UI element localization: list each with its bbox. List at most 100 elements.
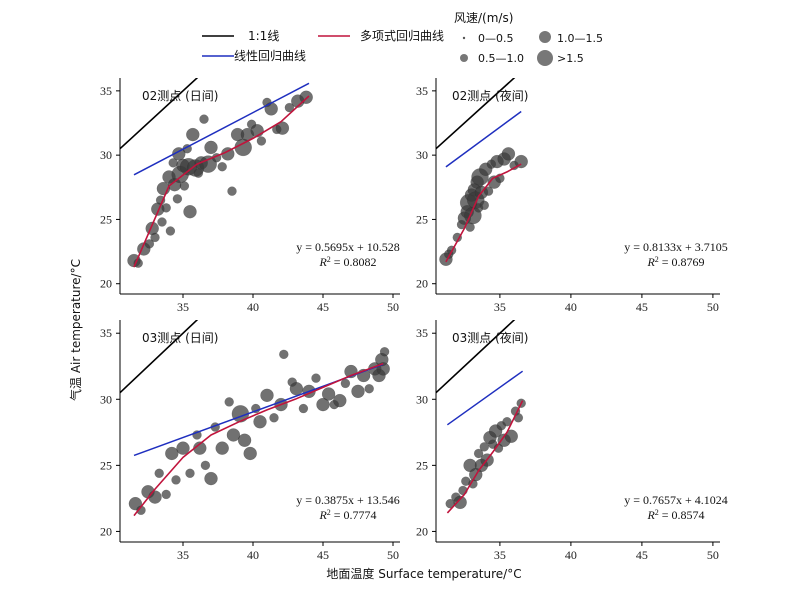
r-squared: R2 = 0.7774 [318, 508, 376, 523]
regression-equation: y = 0.3875x + 13.546 [296, 493, 400, 507]
regression-equation: y = 0.8133x + 3.7105 [624, 240, 728, 254]
y-tick-label: 20 [100, 277, 112, 291]
data-point [186, 127, 200, 142]
y-tick-label: 35 [416, 326, 428, 340]
data-point [199, 155, 217, 173]
data-point [157, 217, 167, 227]
x-tick-label: 35 [494, 300, 506, 314]
data-point [199, 114, 209, 124]
data-point [379, 346, 390, 357]
regression-equation: y = 0.5695x + 10.528 [296, 240, 400, 254]
y-tick-label: 35 [100, 84, 112, 98]
data-point [200, 460, 211, 471]
poly-fit-curve [133, 362, 384, 517]
x-tick-label: 45 [636, 548, 648, 562]
data-point [161, 489, 171, 500]
data-point [176, 441, 190, 455]
y-tick-label: 35 [416, 84, 428, 98]
data-point [453, 495, 467, 510]
x-tick-label: 50 [707, 548, 719, 562]
data-point [172, 147, 186, 161]
x-tick-label: 45 [636, 300, 648, 314]
panel-4: 35 40 45 50 20 25 30 35 03测点 (夜间) y = 0.7657x + 4… [416, 320, 728, 562]
y-tick-label: 35 [100, 326, 112, 340]
legend-wind-title: 风速/(m/s) [454, 11, 513, 25]
data-point [171, 475, 181, 485]
data-point [483, 186, 494, 196]
legend-wind-marker-3 [537, 50, 553, 66]
y-tick-label: 20 [100, 524, 112, 538]
data-point [234, 138, 252, 157]
data-point [154, 468, 164, 479]
data-point [237, 433, 252, 447]
data-point [185, 468, 195, 479]
data-point [321, 387, 336, 401]
y-tick-label: 25 [100, 212, 112, 226]
one-to-one-line [120, 320, 199, 394]
data-point [217, 161, 227, 172]
data-point [351, 384, 365, 399]
data-point [193, 168, 204, 178]
data-point [179, 181, 190, 191]
r-squared: R2 = 0.8769 [646, 255, 704, 270]
x-tick-label: 40 [247, 300, 259, 314]
y-tick-label: 25 [100, 458, 112, 472]
legend-label-1to1: 1:1线 [248, 29, 279, 43]
y-tick-label: 30 [416, 392, 428, 406]
data-point [165, 446, 179, 461]
x-tick-label: 45 [317, 548, 329, 562]
y-tick-label: 20 [416, 277, 428, 291]
x-tick-label: 35 [177, 548, 189, 562]
panels: 35 40 45 50 20 25 30 35 02测点 (日间) y = 0.5695x + 1… [100, 78, 728, 562]
x-tick-label: 45 [317, 300, 329, 314]
linear-fit-line [446, 370, 524, 426]
data-point [215, 441, 229, 455]
data-point [204, 140, 218, 155]
panel-1: 35 40 45 50 20 25 30 35 02测点 (日间) y = 0.5695x + 1… [100, 78, 400, 314]
legend-label-poly: 多项式回归曲线 [360, 29, 444, 43]
x-tick-label: 50 [387, 548, 399, 562]
poly-fit-curve [445, 163, 522, 263]
legend-wind-label-2: 1.0—1.5 [557, 32, 603, 45]
plot-area [120, 320, 390, 517]
y-tick-label: 25 [416, 458, 428, 472]
data-point [204, 471, 218, 486]
linear-fit-line [133, 82, 310, 176]
x-tick-label: 40 [565, 548, 577, 562]
panel-3: 35 40 45 50 20 25 30 35 03测点 (日间) y = 0.3875x + 1… [100, 320, 400, 562]
data-point [298, 403, 309, 414]
x-tick-label: 50 [387, 300, 399, 314]
x-axis-title: 地面温度 Surface temperature/°C [326, 566, 521, 581]
data-point [514, 154, 528, 169]
r-squared: R2 = 0.8574 [646, 508, 704, 523]
data-point [479, 442, 490, 452]
linear-fit-line [445, 110, 522, 168]
data-point [279, 349, 289, 360]
legend-wind-label-0: 0—0.5 [478, 32, 514, 45]
legend-wind-marker-2 [539, 31, 551, 43]
data-point [183, 204, 197, 219]
panel-2: 35 40 45 50 20 25 30 35 02测点 (夜间) y = 0.8133x + 3… [416, 78, 728, 314]
x-tick-label: 40 [565, 300, 577, 314]
y-tick-label: 25 [416, 212, 428, 226]
data-point [243, 446, 257, 461]
one-to-one-line [436, 320, 516, 394]
one-to-one-line [120, 78, 199, 150]
data-point [165, 226, 176, 236]
poly-fit-curve [133, 95, 310, 268]
data-point [364, 383, 374, 394]
data-point [253, 415, 267, 429]
legend-wind-marker-0 [462, 36, 466, 40]
x-tick-label: 35 [177, 300, 189, 314]
data-point [172, 194, 183, 204]
data-point [224, 397, 234, 407]
y-tick-label: 30 [100, 392, 112, 406]
data-point [284, 102, 295, 113]
data-point [275, 121, 290, 135]
data-point [260, 388, 274, 403]
plot-area [436, 320, 526, 514]
legend-label-linear: 线性回归曲线 [234, 49, 306, 63]
data-point [269, 413, 279, 423]
x-tick-label: 50 [707, 300, 719, 314]
y-tick-label: 20 [416, 524, 428, 538]
